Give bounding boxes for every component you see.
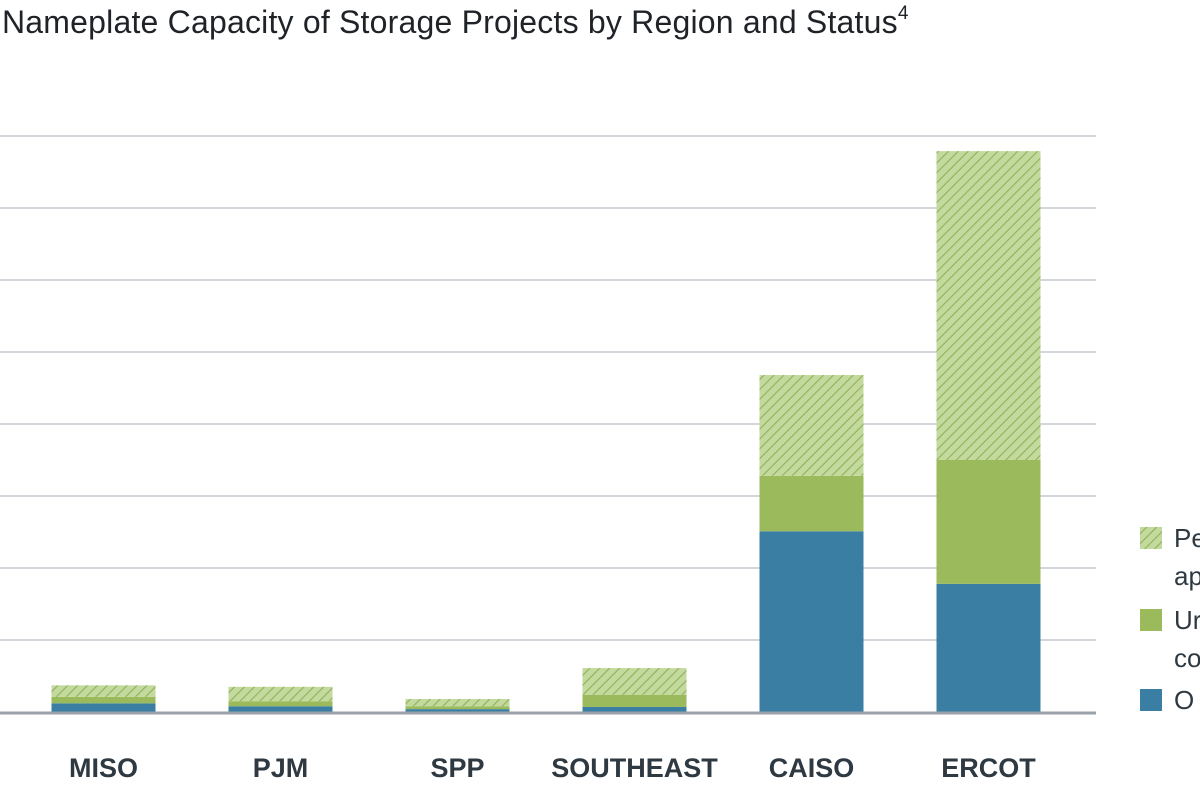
bar-segment-permitted-approved-ercot [936, 151, 1041, 460]
bar-segment-under-construction-ercot [936, 460, 1041, 584]
bar-segment-operating-spp [405, 709, 510, 712]
bar-stack-caiso [759, 375, 864, 712]
bar-stack-southeast [582, 668, 687, 712]
bars [51, 151, 1041, 712]
bar-stack-pjm [228, 686, 333, 712]
chart-title-text: Nameplate Capacity of Storage Projects b… [2, 4, 898, 40]
bar-segment-permitted-approved-caiso [759, 375, 864, 476]
bar-segment-operating-southeast [582, 706, 687, 712]
bar-segment-operating-pjm [228, 706, 333, 712]
bar-segment-under-construction-pjm [228, 701, 333, 707]
x-tick-label-pjm: PJM [253, 753, 309, 783]
legend-label-operating: O [1174, 685, 1194, 715]
legend-swatch-under-construction [1140, 609, 1162, 631]
bar-segment-permitted-approved-miso [51, 685, 156, 697]
bar-segment-under-construction-southeast [582, 694, 687, 707]
title-footnote-marker: 4 [897, 3, 909, 25]
legend-swatch-permitted-approved [1140, 527, 1162, 549]
x-tick-label-southeast: SOUTHEAST [551, 753, 718, 783]
x-tick-label-ercot: ERCOT [941, 753, 1036, 783]
x-tick-label-spp: SPP [430, 753, 484, 783]
bar-segment-under-construction-caiso [759, 475, 864, 532]
bar-segment-permitted-approved-pjm [228, 686, 333, 702]
legend-label-permitted-approved: Pe [1174, 523, 1200, 553]
bar-segment-permitted-approved-southeast [582, 668, 687, 695]
bar-segment-under-construction-spp [405, 706, 510, 710]
bar-segment-operating-miso [51, 703, 156, 712]
bar-segment-permitted-approved-spp [405, 699, 510, 707]
bar-segment-operating-caiso [759, 531, 864, 712]
bar-stack-spp [405, 699, 510, 712]
legend-label-under-construction: co [1174, 643, 1200, 673]
legend: Pe ap Ur co O [1140, 523, 1200, 715]
chart-title: Nameplate Capacity of Storage Projects b… [2, 4, 909, 41]
x-tick-label-miso: MISO [69, 753, 138, 783]
bar-stack-ercot [936, 151, 1041, 712]
category-labels: MISO PJM SPP SOUTHEAST CAISO ERCOT [69, 753, 1036, 783]
gridlines [0, 135, 1096, 641]
bar-segment-operating-ercot [936, 583, 1041, 712]
legend-swatch-operating [1140, 689, 1162, 711]
bar-stack-miso [51, 685, 156, 712]
bar-segment-under-construction-miso [51, 696, 156, 704]
legend-label-permitted-approved: ap [1174, 561, 1200, 591]
legend-label-under-construction: Ur [1174, 605, 1200, 635]
x-tick-label-caiso: CAISO [769, 753, 855, 783]
